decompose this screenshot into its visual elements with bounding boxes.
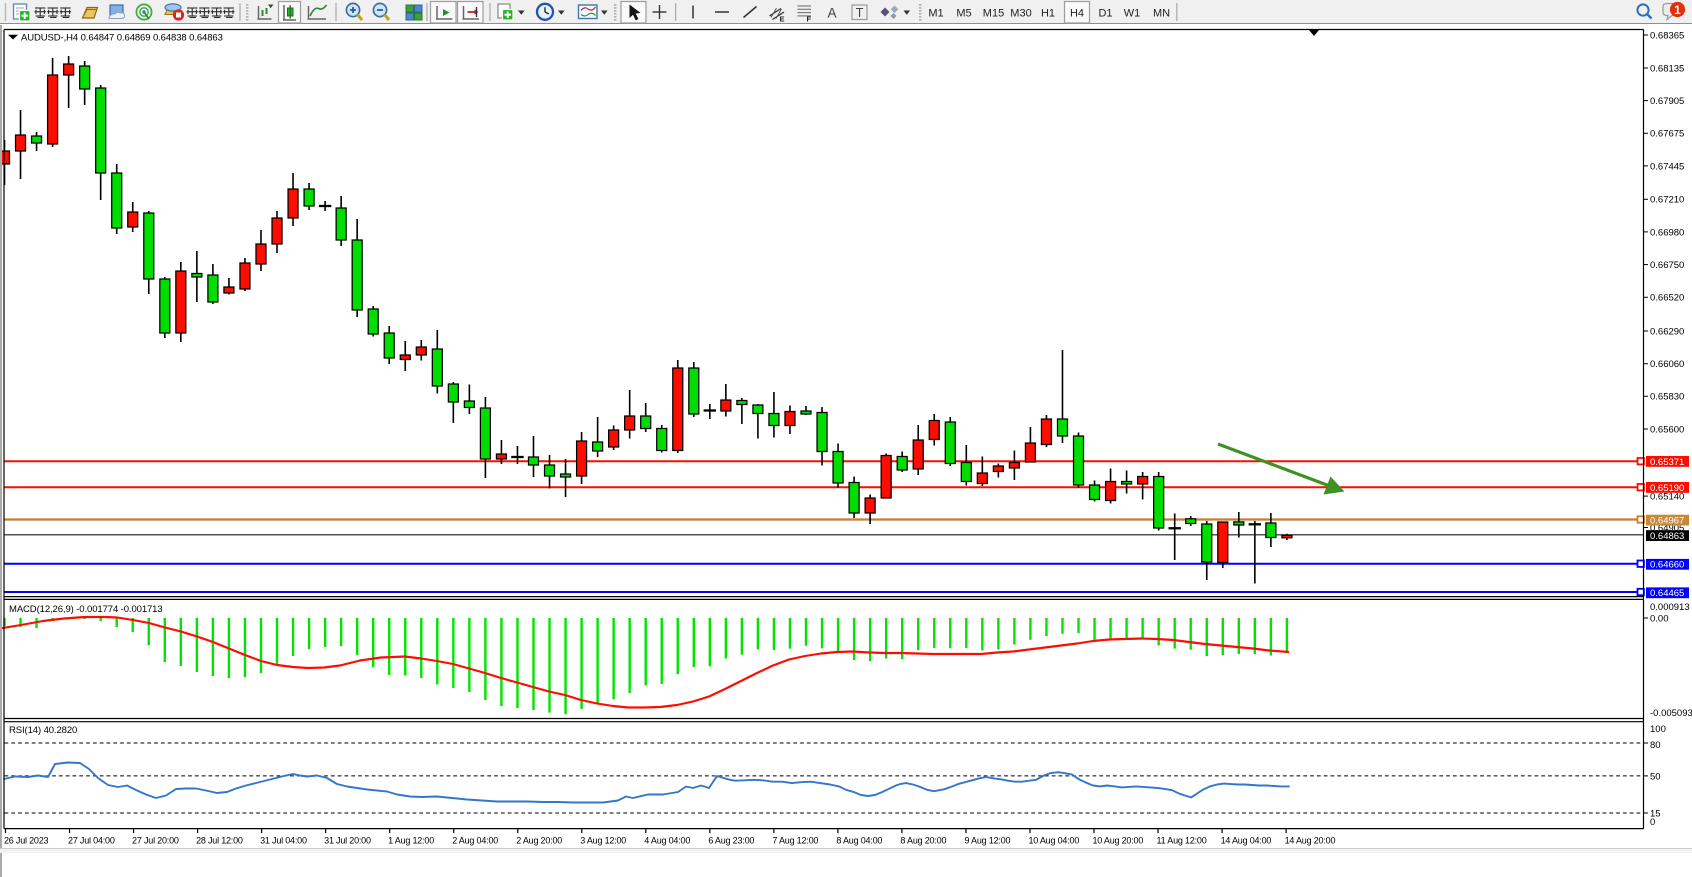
svg-text:10 Aug 20:00: 10 Aug 20:00 (1093, 836, 1144, 846)
svg-text:9 Aug 12:00: 9 Aug 12:00 (964, 836, 1010, 846)
svg-text:H1: H1 (1041, 8, 1055, 20)
svg-text:0.66980: 0.66980 (1650, 227, 1684, 238)
svg-text:0.64465: 0.64465 (1650, 588, 1684, 599)
svg-text:31 Jul 04:00: 31 Jul 04:00 (260, 836, 307, 846)
svg-text:100: 100 (1650, 724, 1666, 735)
svg-text:2 Aug 20:00: 2 Aug 20:00 (516, 836, 562, 846)
svg-text:8 Aug 20:00: 8 Aug 20:00 (900, 836, 946, 846)
svg-text:0.67675: 0.67675 (1650, 129, 1684, 140)
svg-text:0.65140: 0.65140 (1650, 492, 1684, 503)
svg-text:15: 15 (1650, 809, 1661, 820)
svg-text:0.65190: 0.65190 (1650, 483, 1684, 494)
svg-text:A: A (828, 6, 837, 21)
svg-text:0.68365: 0.68365 (1650, 30, 1684, 41)
svg-text:M1: M1 (928, 8, 943, 20)
svg-text:0.66750: 0.66750 (1650, 260, 1684, 271)
svg-text:F: F (807, 15, 812, 24)
svg-text:0.65600: 0.65600 (1650, 424, 1684, 435)
svg-text:-0.005093: -0.005093 (1650, 708, 1692, 719)
svg-text:M15: M15 (983, 8, 1004, 20)
svg-text:14 Aug 20:00: 14 Aug 20:00 (1285, 836, 1336, 846)
svg-text:14 Aug 04:00: 14 Aug 04:00 (1221, 836, 1272, 846)
svg-text:11 Aug 12:00: 11 Aug 12:00 (1157, 836, 1207, 846)
svg-text:0.66520: 0.66520 (1650, 293, 1684, 304)
svg-text:0.67210: 0.67210 (1650, 195, 1684, 206)
svg-text:T: T (856, 6, 864, 20)
svg-text:31 Jul 20:00: 31 Jul 20:00 (324, 836, 371, 846)
svg-text:0.00: 0.00 (1650, 613, 1669, 624)
svg-text:0.67445: 0.67445 (1650, 161, 1684, 172)
svg-text:RSI(14) 40.2820: RSI(14) 40.2820 (9, 725, 77, 736)
svg-text:7 Aug 12:00: 7 Aug 12:00 (772, 836, 818, 846)
svg-text:E: E (780, 15, 785, 24)
svg-text:1: 1 (1674, 5, 1681, 17)
svg-text:MN: MN (1153, 8, 1170, 20)
svg-text:0.64660: 0.64660 (1650, 560, 1684, 571)
svg-text:3 Aug 12:00: 3 Aug 12:00 (580, 836, 626, 846)
svg-text:2 Aug 04:00: 2 Aug 04:00 (452, 836, 498, 846)
svg-text:0.66060: 0.66060 (1650, 359, 1684, 370)
svg-text:0.65371: 0.65371 (1650, 457, 1684, 468)
svg-text:0: 0 (1650, 817, 1655, 828)
svg-text:0.67905: 0.67905 (1650, 96, 1684, 107)
svg-text:10 Aug 04:00: 10 Aug 04:00 (1028, 836, 1079, 846)
svg-text:AUDUSD-,H4 0.64847 0.64869 0.: AUDUSD-,H4 0.64847 0.64869 0.64838 0.648… (21, 33, 223, 44)
svg-text:27 Jul 20:00: 27 Jul 20:00 (132, 836, 179, 846)
svg-text:M5: M5 (956, 8, 971, 20)
svg-text:MACD(12,26,9) -0.001774 -0.001: MACD(12,26,9) -0.001774 -0.001713 (9, 604, 163, 615)
svg-text:50: 50 (1650, 771, 1661, 782)
svg-text:0.65830: 0.65830 (1650, 392, 1684, 403)
svg-text:0.000913: 0.000913 (1650, 602, 1690, 613)
svg-text:0.66290: 0.66290 (1650, 326, 1684, 337)
svg-text:26 Jul 2023: 26 Jul 2023 (4, 836, 49, 846)
svg-text:W1: W1 (1124, 8, 1141, 20)
svg-text:80: 80 (1650, 740, 1661, 751)
svg-text:0.68135: 0.68135 (1650, 63, 1684, 74)
svg-text:D1: D1 (1098, 8, 1112, 20)
svg-text:28 Jul 12:00: 28 Jul 12:00 (196, 836, 243, 846)
svg-text:0.64863: 0.64863 (1650, 531, 1684, 542)
svg-text:4 Aug 04:00: 4 Aug 04:00 (644, 836, 690, 846)
svg-text:H4: H4 (1070, 8, 1084, 20)
svg-text:8 Aug 04:00: 8 Aug 04:00 (836, 836, 882, 846)
svg-text:0.64967: 0.64967 (1650, 516, 1684, 527)
svg-text:1 Aug 12:00: 1 Aug 12:00 (388, 836, 434, 846)
svg-text:0.64905: 0.64905 (1650, 523, 1684, 534)
svg-text:27 Jul 04:00: 27 Jul 04:00 (68, 836, 115, 846)
svg-text:M30: M30 (1010, 8, 1031, 20)
svg-text:6 Aug 23:00: 6 Aug 23:00 (708, 836, 754, 846)
